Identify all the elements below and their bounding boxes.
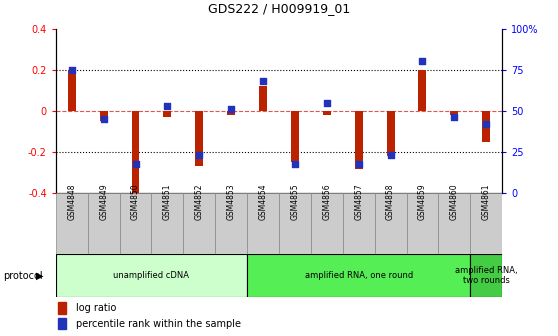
Text: GSM4858: GSM4858 [386, 184, 395, 220]
Bar [215, 193, 247, 254]
Text: ▶: ▶ [36, 270, 43, 281]
Bar [163, 111, 171, 117]
Point [227, 107, 235, 112]
Bar [119, 193, 151, 254]
Text: GSM4859: GSM4859 [418, 184, 427, 220]
Text: GSM4860: GSM4860 [450, 184, 459, 220]
Point [131, 161, 140, 166]
Point [450, 115, 459, 120]
Text: GSM4851: GSM4851 [163, 184, 172, 220]
Bar [68, 70, 76, 111]
Text: log ratio: log ratio [76, 303, 116, 313]
Text: GSM4861: GSM4861 [482, 184, 490, 220]
Point [354, 161, 363, 166]
Bar [195, 111, 203, 166]
Bar [56, 193, 88, 254]
Point [386, 153, 395, 158]
Bar [374, 193, 407, 254]
Text: GSM4856: GSM4856 [323, 184, 331, 220]
Text: protocol: protocol [3, 270, 42, 281]
Bar [323, 111, 331, 115]
Bar [227, 111, 235, 115]
Point [68, 67, 76, 72]
Text: GSM4855: GSM4855 [291, 184, 300, 220]
Text: amplified RNA,
two rounds: amplified RNA, two rounds [455, 266, 518, 285]
Bar [184, 193, 215, 254]
Text: GSM4854: GSM4854 [258, 184, 267, 220]
Bar [355, 111, 363, 169]
Bar [279, 193, 311, 254]
Bar [439, 193, 470, 254]
Text: GSM4852: GSM4852 [195, 184, 204, 220]
Bar [58, 302, 66, 314]
Bar [247, 254, 470, 297]
Text: amplified RNA, one round: amplified RNA, one round [305, 271, 413, 280]
Bar [343, 193, 374, 254]
Point [163, 103, 172, 109]
Bar [56, 254, 247, 297]
Text: GSM4857: GSM4857 [354, 184, 363, 220]
Text: unamplified cDNA: unamplified cDNA [113, 271, 190, 280]
Bar [470, 193, 502, 254]
Bar [151, 193, 184, 254]
Point [291, 161, 300, 166]
Bar [100, 111, 108, 121]
Point [99, 117, 108, 122]
Bar [470, 254, 502, 297]
Point [323, 100, 331, 106]
Bar [259, 86, 267, 111]
Bar [407, 193, 439, 254]
Bar [311, 193, 343, 254]
Text: GSM4853: GSM4853 [227, 184, 235, 220]
Point [418, 59, 427, 64]
Point [195, 153, 204, 158]
Bar [88, 193, 119, 254]
Bar [58, 318, 66, 329]
Bar [482, 111, 490, 142]
Bar [291, 111, 299, 162]
Bar [132, 111, 140, 193]
Bar [387, 111, 395, 156]
Text: GSM4850: GSM4850 [131, 184, 140, 220]
Point [258, 79, 267, 84]
Point [482, 121, 490, 127]
Text: GSM4848: GSM4848 [68, 184, 76, 220]
Text: GDS222 / H009919_01: GDS222 / H009919_01 [208, 2, 350, 15]
Text: GSM4849: GSM4849 [99, 184, 108, 220]
Bar [450, 111, 458, 115]
Bar [418, 70, 426, 111]
Text: percentile rank within the sample: percentile rank within the sample [76, 319, 241, 329]
Bar [247, 193, 279, 254]
